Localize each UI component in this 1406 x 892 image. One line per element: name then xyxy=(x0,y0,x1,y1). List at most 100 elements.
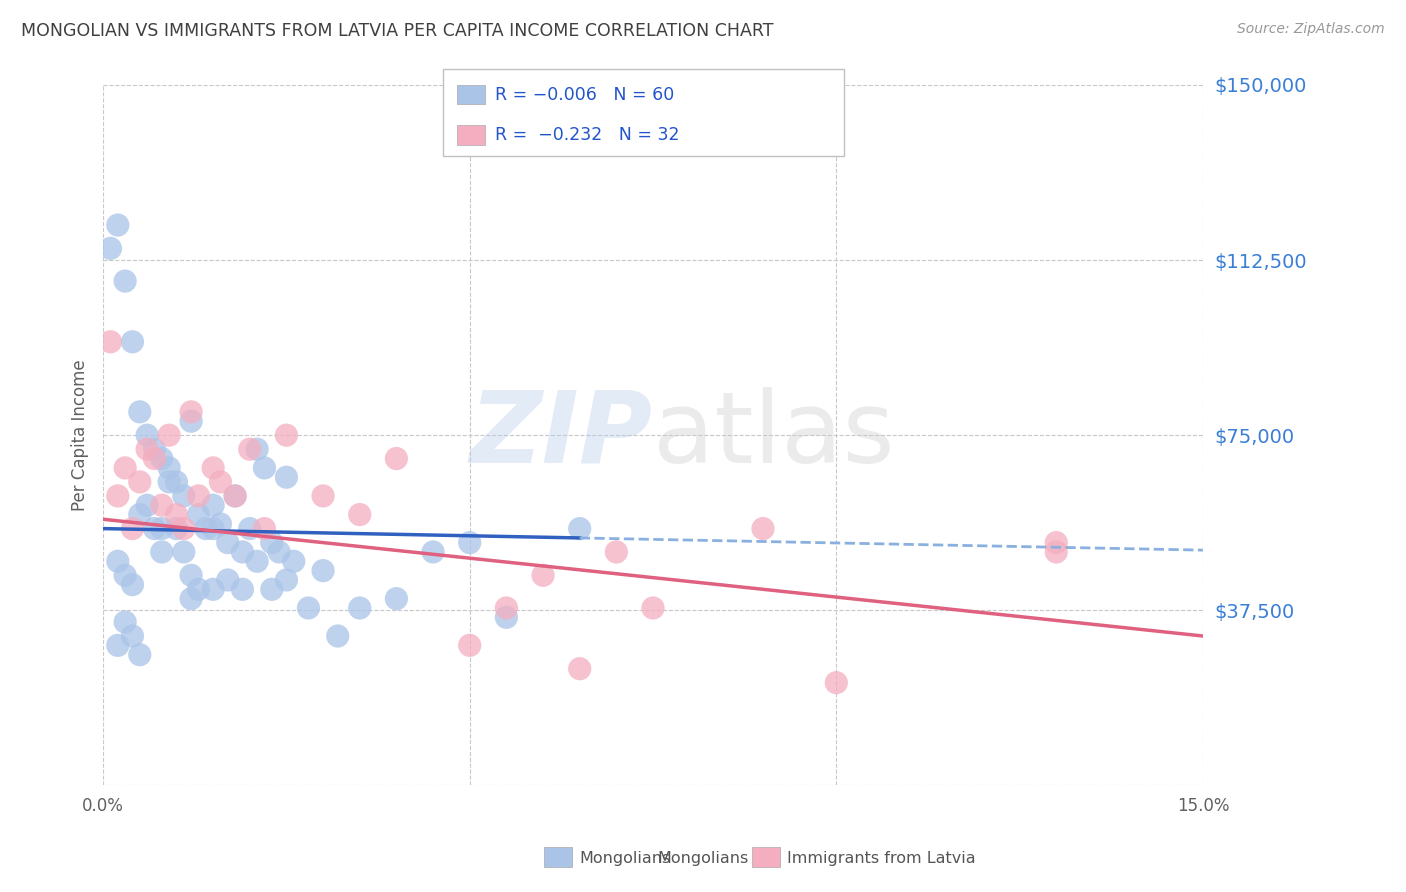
Point xyxy=(100,334,122,349)
Point xyxy=(231,582,253,597)
Point xyxy=(269,545,291,559)
Point xyxy=(136,428,159,442)
Text: atlas: atlas xyxy=(652,387,894,483)
Point xyxy=(283,554,305,568)
Point xyxy=(209,475,232,489)
Point xyxy=(458,638,481,652)
Point xyxy=(239,442,262,457)
Point xyxy=(495,601,517,615)
Y-axis label: Per Capita Income: Per Capita Income xyxy=(72,359,89,511)
Point xyxy=(136,442,159,457)
Point xyxy=(121,334,143,349)
Point xyxy=(180,405,202,419)
Text: R = −0.006   N = 60: R = −0.006 N = 60 xyxy=(495,86,673,103)
Point xyxy=(150,498,173,512)
Text: ZIP: ZIP xyxy=(470,387,652,483)
Point xyxy=(752,522,775,536)
Text: Immigrants from Latvia: Immigrants from Latvia xyxy=(787,851,976,865)
Point xyxy=(157,428,180,442)
Point xyxy=(128,648,150,662)
Point xyxy=(253,461,276,475)
Text: Source: ZipAtlas.com: Source: ZipAtlas.com xyxy=(1237,22,1385,37)
Point xyxy=(209,516,232,531)
Point xyxy=(349,508,371,522)
Point xyxy=(568,522,591,536)
Point xyxy=(187,582,209,597)
Point xyxy=(495,610,517,624)
Point xyxy=(136,498,159,512)
Point xyxy=(107,218,129,232)
Text: Mongolians: Mongolians xyxy=(579,851,671,865)
Point xyxy=(107,554,129,568)
Point xyxy=(128,508,150,522)
Text: MONGOLIAN VS IMMIGRANTS FROM LATVIA PER CAPITA INCOME CORRELATION CHART: MONGOLIAN VS IMMIGRANTS FROM LATVIA PER … xyxy=(21,22,773,40)
Point xyxy=(260,535,283,549)
Point xyxy=(173,522,195,536)
Point xyxy=(422,545,444,559)
Point xyxy=(114,461,136,475)
Point xyxy=(107,638,129,652)
Point xyxy=(202,461,225,475)
Point xyxy=(187,489,209,503)
Point xyxy=(180,568,202,582)
Point xyxy=(260,582,283,597)
Point xyxy=(224,489,246,503)
Point xyxy=(165,475,187,489)
Point xyxy=(121,629,143,643)
Point xyxy=(458,535,481,549)
Point xyxy=(1045,535,1067,549)
Point xyxy=(100,241,122,255)
Point xyxy=(121,577,143,591)
Point xyxy=(217,573,239,587)
Point xyxy=(157,475,180,489)
Point xyxy=(194,522,217,536)
Text: Mongolians: Mongolians xyxy=(658,851,748,865)
Point xyxy=(246,442,269,457)
Point xyxy=(246,554,269,568)
Point xyxy=(217,535,239,549)
Point xyxy=(568,662,591,676)
Point xyxy=(128,475,150,489)
Point xyxy=(312,564,335,578)
Point xyxy=(157,461,180,475)
Point xyxy=(276,428,298,442)
Point xyxy=(187,508,209,522)
Point xyxy=(143,522,166,536)
Point xyxy=(150,451,173,466)
Point xyxy=(253,522,276,536)
Point xyxy=(224,489,246,503)
Point xyxy=(180,414,202,428)
Text: R =  −0.232   N = 32: R = −0.232 N = 32 xyxy=(495,126,679,144)
Point xyxy=(150,545,173,559)
Point xyxy=(385,591,408,606)
Point xyxy=(531,568,554,582)
Point xyxy=(276,573,298,587)
Point xyxy=(349,601,371,615)
Point xyxy=(128,405,150,419)
Point xyxy=(641,601,664,615)
Point xyxy=(165,522,187,536)
Point xyxy=(326,629,349,643)
Point xyxy=(114,274,136,288)
Point xyxy=(121,522,143,536)
Point xyxy=(202,582,225,597)
Point xyxy=(180,591,202,606)
Point xyxy=(825,675,848,690)
Point xyxy=(114,568,136,582)
Point xyxy=(239,522,262,536)
Point xyxy=(312,489,335,503)
Point xyxy=(143,451,166,466)
Point xyxy=(114,615,136,629)
Point xyxy=(276,470,298,484)
Point xyxy=(202,498,225,512)
Point xyxy=(231,545,253,559)
Point xyxy=(173,545,195,559)
Point xyxy=(605,545,627,559)
Point xyxy=(143,442,166,457)
Point xyxy=(297,601,319,615)
Point xyxy=(1045,545,1067,559)
Point xyxy=(150,522,173,536)
Point xyxy=(165,508,187,522)
Point xyxy=(202,522,225,536)
Point xyxy=(107,489,129,503)
